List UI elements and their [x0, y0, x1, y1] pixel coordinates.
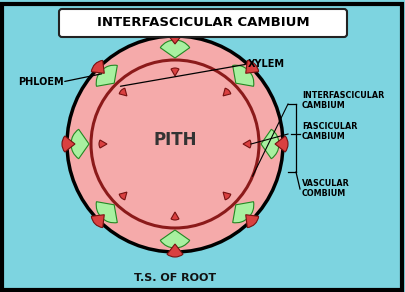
- Wedge shape: [160, 40, 189, 58]
- Wedge shape: [260, 129, 278, 159]
- Text: COMBIUM: COMBIUM: [301, 190, 345, 199]
- Text: T.S. OF ROOT: T.S. OF ROOT: [134, 273, 215, 283]
- Wedge shape: [222, 88, 230, 96]
- Text: PITH: PITH: [153, 131, 196, 149]
- Wedge shape: [166, 244, 183, 257]
- Text: CAMBIUM: CAMBIUM: [301, 133, 345, 142]
- Wedge shape: [71, 129, 89, 159]
- Text: PHLOEM: PHLOEM: [18, 77, 64, 87]
- Wedge shape: [274, 136, 287, 152]
- Text: VASCULAR: VASCULAR: [301, 180, 349, 189]
- Text: XYLEM: XYLEM: [247, 59, 284, 69]
- Wedge shape: [222, 192, 230, 200]
- Wedge shape: [243, 140, 250, 148]
- Wedge shape: [91, 215, 104, 227]
- Wedge shape: [119, 192, 127, 200]
- Wedge shape: [232, 202, 253, 223]
- FancyBboxPatch shape: [59, 9, 346, 37]
- Wedge shape: [166, 31, 183, 44]
- Wedge shape: [245, 60, 258, 73]
- Wedge shape: [171, 68, 179, 76]
- Wedge shape: [96, 65, 117, 86]
- Wedge shape: [99, 140, 107, 148]
- Wedge shape: [171, 212, 179, 220]
- Wedge shape: [119, 88, 127, 96]
- Text: CAMBIUM: CAMBIUM: [301, 102, 345, 110]
- Text: FASCICULAR: FASCICULAR: [301, 123, 356, 131]
- Wedge shape: [96, 202, 117, 223]
- Wedge shape: [232, 65, 253, 86]
- Wedge shape: [245, 215, 258, 227]
- Circle shape: [67, 36, 282, 252]
- Wedge shape: [160, 230, 189, 248]
- Wedge shape: [91, 60, 104, 73]
- Text: INTERFASCICULAR CAMBIUM: INTERFASCICULAR CAMBIUM: [96, 17, 309, 29]
- Wedge shape: [62, 136, 75, 152]
- Text: INTERFASCICULAR: INTERFASCICULAR: [301, 91, 383, 100]
